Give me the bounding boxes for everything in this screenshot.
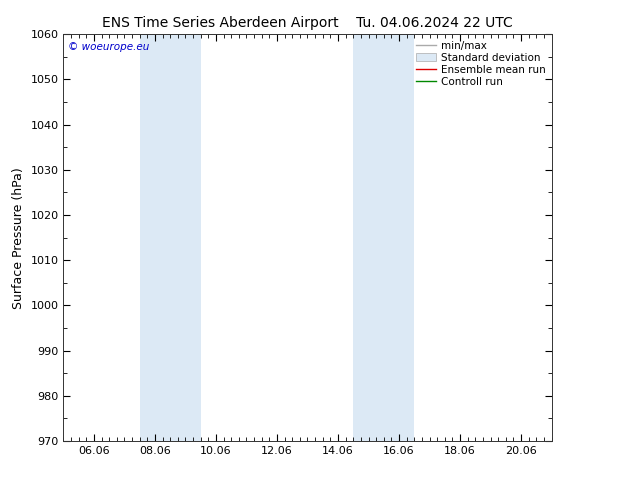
Bar [170,34,201,441]
Bar [384,34,414,441]
Bar [353,34,384,441]
Text: © woeurope.eu: © woeurope.eu [68,43,150,52]
Y-axis label: Surface Pressure (hPa): Surface Pressure (hPa) [12,167,25,309]
Title: ENS Time Series Aberdeen Airport    Tu. 04.06.2024 22 UTC: ENS Time Series Aberdeen Airport Tu. 04.… [102,16,513,30]
Bar [139,34,170,441]
Legend: min/max, Standard deviation, Ensemble mean run, Controll run: min/max, Standard deviation, Ensemble me… [411,36,550,91]
